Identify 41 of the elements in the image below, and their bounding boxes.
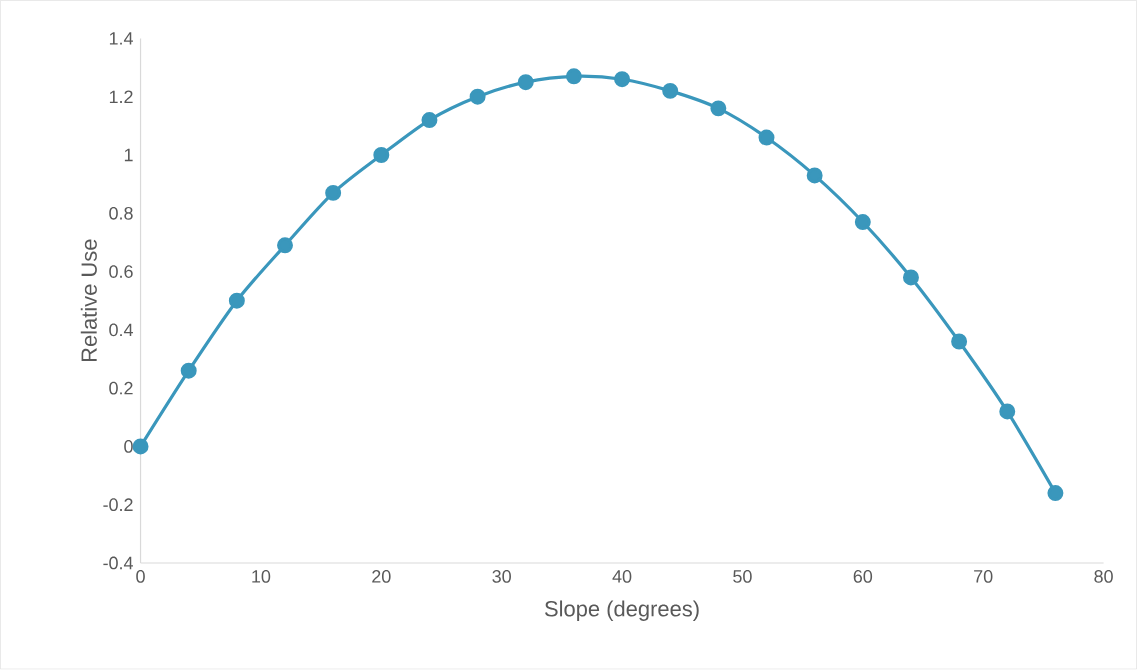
- point: [951, 333, 968, 350]
- point: [1047, 485, 1064, 502]
- y-tick-label: 0.8: [109, 207, 133, 220]
- y-axis-title: Relative Use: [80, 239, 97, 362]
- y-tick-label: 0.6: [109, 265, 133, 279]
- y-tick-label: 1: [124, 149, 133, 162]
- x-tick-label: 80: [1094, 570, 1113, 584]
- point: [469, 88, 486, 105]
- x-tick-label: 0: [136, 570, 145, 584]
- y-tick-label: 1.2: [109, 90, 133, 104]
- point: [421, 112, 438, 129]
- x-tick-label: 30: [492, 570, 511, 584]
- point: [132, 438, 149, 455]
- y-tick-label: -0.2: [103, 498, 133, 512]
- x-tick-label: 50: [733, 570, 752, 584]
- point: [565, 68, 582, 85]
- point: [710, 100, 727, 117]
- y-tick-label: 0.4: [109, 323, 133, 337]
- x-tick-label: 60: [853, 570, 873, 584]
- y-tick-label: 0.2: [109, 382, 133, 395]
- point: [517, 74, 534, 91]
- point: [373, 147, 390, 164]
- point: [902, 269, 919, 286]
- x-tick-label: 40: [612, 570, 632, 584]
- x-axis-title: Slope (degrees): [545, 600, 699, 622]
- point: [180, 362, 197, 379]
- y-tick-label: 1.4: [109, 32, 133, 45]
- point: [854, 214, 871, 231]
- point: [999, 403, 1016, 420]
- point: [758, 129, 775, 146]
- y-tick-label: -0.4: [103, 556, 133, 570]
- point: [325, 185, 342, 202]
- x-tick-label: 70: [974, 570, 993, 584]
- point: [806, 167, 823, 184]
- x-tick-label: 10: [252, 570, 271, 584]
- point: [614, 71, 631, 88]
- x-tick-label: 20: [372, 570, 391, 584]
- point: [277, 237, 293, 254]
- point: [228, 292, 245, 309]
- point: [662, 83, 679, 100]
- y-tick-label: 0: [124, 440, 133, 454]
